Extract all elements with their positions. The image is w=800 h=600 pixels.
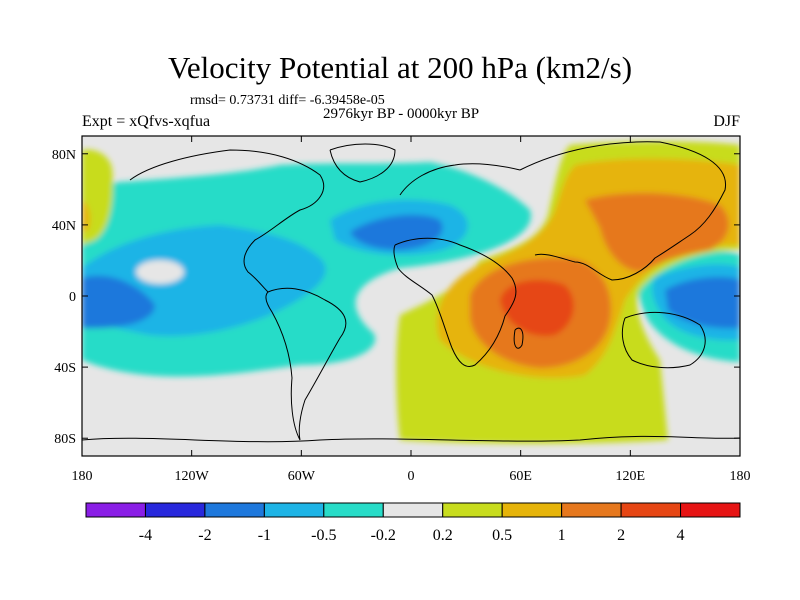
region-neg-1-wp [665,277,740,329]
region-pos-2 [500,280,574,336]
period-label: 2976kyr BP - 0000kyr BP [323,106,480,122]
coastline-north-america [129,149,325,293]
stats-text: rmsd= 0.73731 diff= -6.39458e-05 [190,93,385,108]
colorbar-label: 1 [558,527,566,544]
colorbar-swatch [620,502,682,518]
lon-label: 180 [730,469,751,484]
lon-label: 0 [408,469,415,484]
lon-label: 120E [616,469,646,484]
region-neg-1-pac [82,275,155,329]
colorbar-swatch [561,502,622,518]
colorbar-label: 2 [617,527,625,544]
coastline-madagascar [513,327,524,349]
lon-label: 180 [72,469,93,484]
colorbar-swatch [204,502,265,518]
chart-title: Velocity Potential at 200 hPa (km2/s) [167,50,633,85]
lat-label: 80N [52,148,76,163]
colorbar-swatch [680,502,741,518]
lon-label: 60E [509,469,532,484]
colorbar-label: 0.2 [433,527,453,544]
region-weak-neg [136,260,184,284]
region-pos-0.5-pac [82,200,90,232]
colorbar: -4 -2 -1 -0.5 -0.2 0.2 0.5 1 2 4 [85,502,741,544]
lon-label: 120W [175,469,210,484]
colorbar-swatch [442,502,503,518]
lat-label: 40N [52,219,76,234]
coastline-australia [621,311,706,369]
coastline-europe [399,163,521,196]
region-neg-1 [350,214,443,250]
colorbar-label: -0.2 [371,527,396,544]
colorbar-swatch [323,502,384,518]
colorbar-label: -0.5 [311,527,336,544]
coastline-greenland [329,143,396,183]
colorbar-label: -1 [258,527,271,544]
longitude-axis: 180 120W 60W 0 60E 120E 180 [72,136,751,484]
coastline-asia [519,141,726,281]
latitude-axis: 80N 40N 0 40S 80S [52,148,740,447]
coastline-africa [393,237,517,367]
lon-label: 60W [288,469,316,484]
colorbar-label: 4 [677,527,685,544]
colorbar-swatch [501,502,563,518]
colorbar-label: 0.5 [492,527,512,544]
colorbar-swatch [85,502,146,518]
colorbar-swatch [263,502,325,518]
region-pos-1 [585,193,729,272]
lat-label: 0 [69,290,76,305]
coastlines [82,141,740,443]
colorbar-label: -4 [139,527,152,544]
colorbar-swatch [144,502,206,518]
lat-label: 40S [54,361,76,376]
experiment-label: Expt = xQfvs-xqfua [82,113,211,130]
coastline-south-america [265,287,347,441]
contour-fills [82,136,740,456]
season-label: DJF [713,113,740,130]
coastline-antarctica [82,435,740,443]
lat-label: 80S [54,432,76,447]
colorbar-swatch [382,502,444,518]
colorbar-label: -2 [198,527,211,544]
